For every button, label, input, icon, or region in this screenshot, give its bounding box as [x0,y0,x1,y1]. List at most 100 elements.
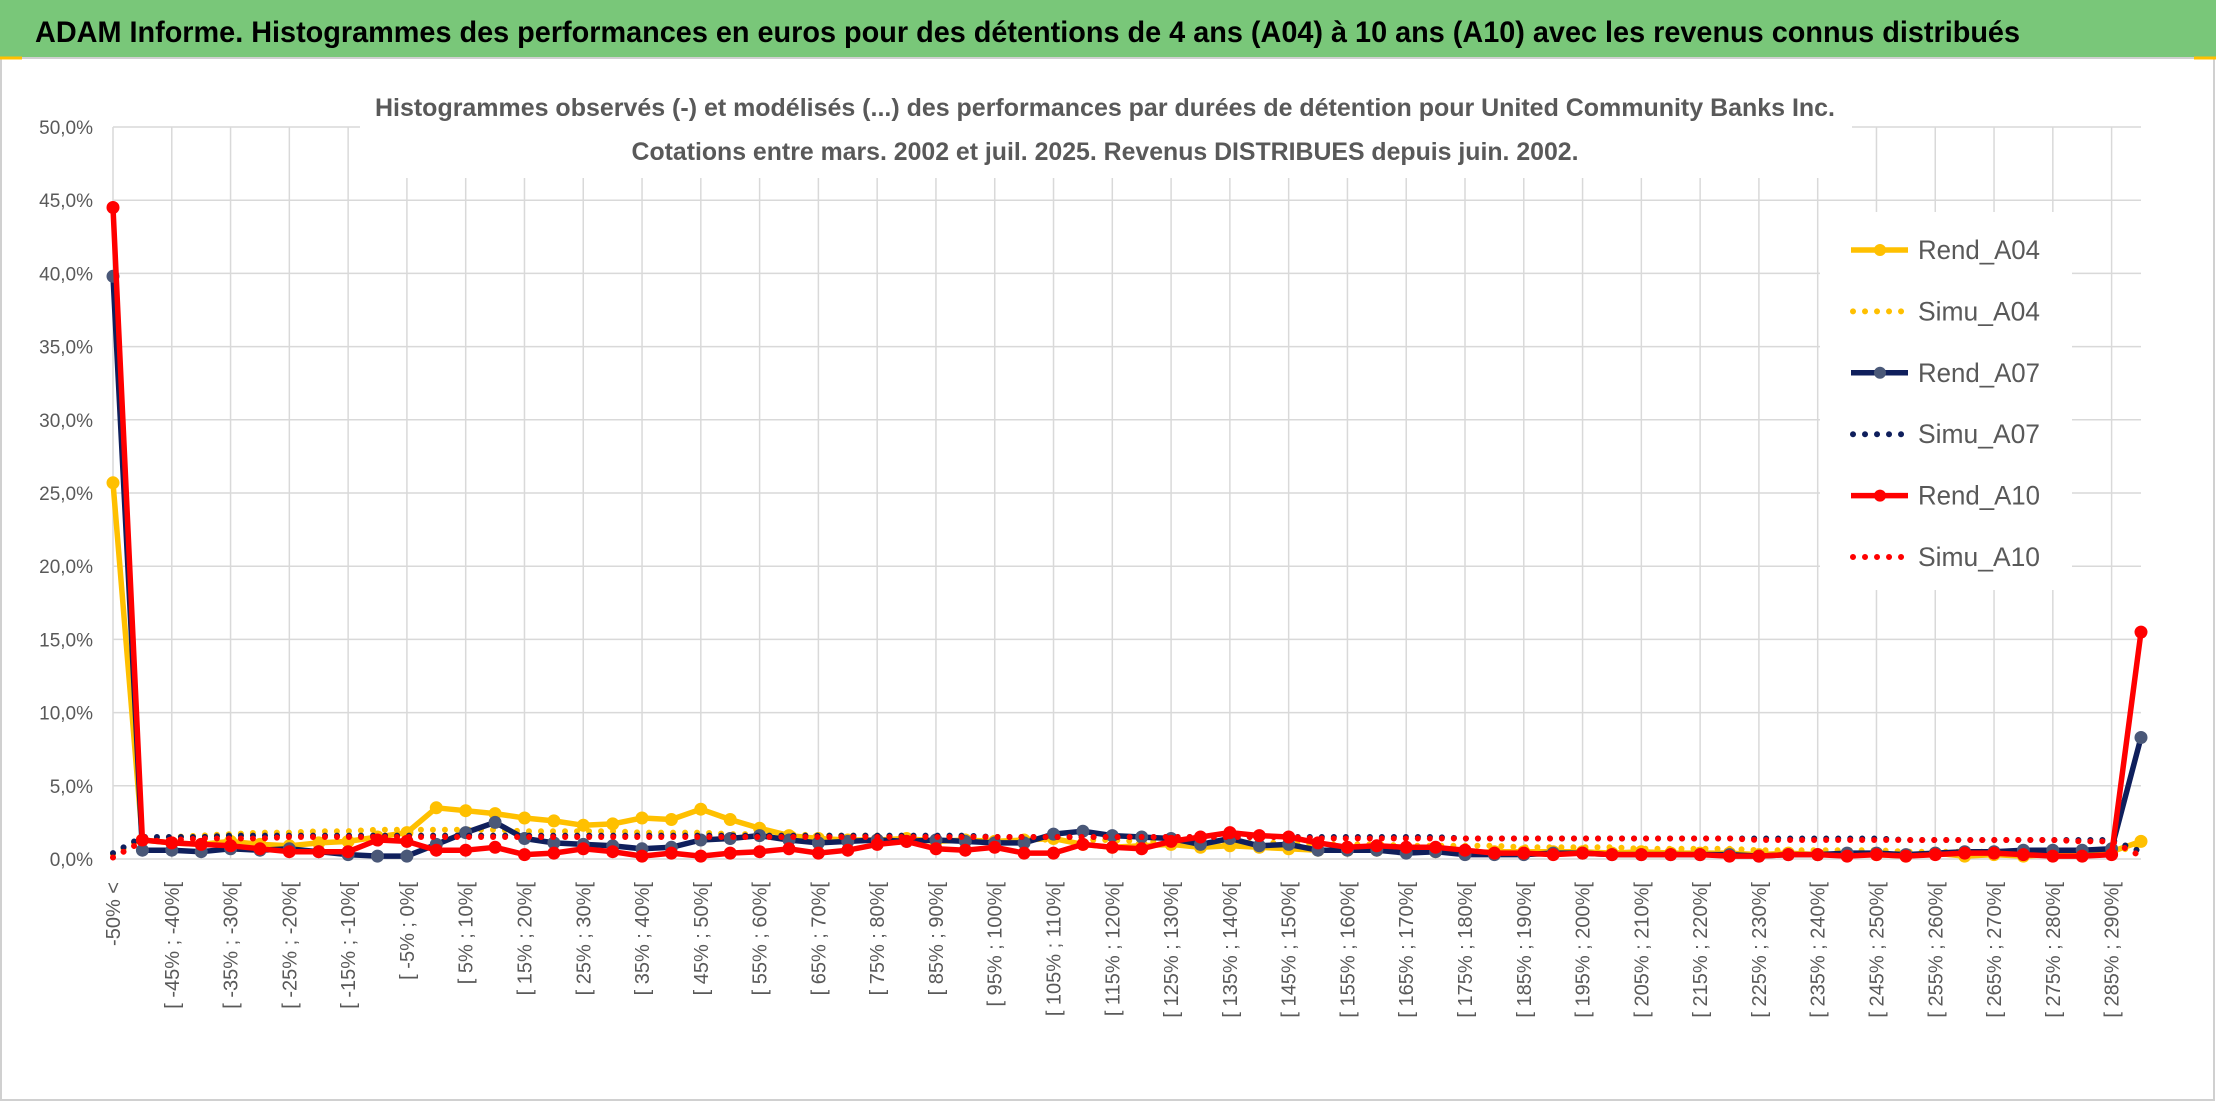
legend-label: Rend_A04 [1918,235,2040,265]
rend-a10-data-point [1576,846,1590,860]
legend-item-rend-a10: Rend_A10 [1851,481,2040,511]
rend-a10-data-point [1429,840,1443,854]
chart-subtitle: Cotations entre mars. 2002 et juil. 2025… [632,138,1579,166]
legend-marker [1874,366,1886,379]
rend-a10-data-point [341,845,355,859]
x-tick-label: [ 75% ; 80%[ [867,882,889,996]
rend-a10-data-point [253,842,267,856]
y-axis-labels: 0,0% 5,0% 10,0% 15,0% 20,0% 25,0% 30,0% 35,0% 40… [39,118,93,871]
rend-a10-data-point [1105,840,1119,854]
rend-a10-data-point [547,846,561,860]
rend-a10-data-point [2134,625,2148,639]
rend-a10-data-point [1135,842,1149,856]
chart-title-box: Histogrammes observés (-) et modélisés (… [360,82,1852,178]
x-tick-label: [ -15% ; -10%[ [338,882,360,1009]
rend-a04-data-point [429,801,443,815]
y-tick-label: 20,0% [39,557,93,578]
rend-a10-data-point [224,839,238,853]
rend-a10-data-point [753,845,767,859]
rend-a04-data-point [106,476,120,490]
x-tick-label: [ 25% ; 30%[ [573,882,595,996]
x-tick-label: [ 285% ; 290%[ [2102,882,2124,1018]
rend-a10-data-point [1752,849,1766,863]
rend-a10-data-point [958,843,972,857]
x-tick-label: [ 195% ; 200%[ [1573,882,1595,1018]
rend-a10-data-point [1517,846,1531,860]
rend-a10-data-point [1987,846,2001,860]
x-tick-label: [ 65% ; 70%[ [808,882,830,996]
rend-a10-data-point [1076,837,1090,851]
x-tick-label: [ 135% ; 140%[ [1220,882,1242,1018]
x-tick-label: [ -35% ; -30%[ [221,882,243,1009]
x-tick-label: [ 115% ; 120%[ [1102,882,1124,1017]
rend-a10-data-point [459,843,473,857]
x-tick-label: [ 175% ; 180%[ [1455,882,1477,1018]
rend-a10-data-point [723,846,737,860]
x-tick-label: [ 165% ; 170%[ [1396,882,1418,1018]
rend-a10-data-point [1605,848,1619,862]
chart-frame [0,57,2215,1101]
rend-a10-data-point [1017,846,1031,860]
rend-a10-data-point [635,849,649,863]
rend-a10-data-point [1899,849,1913,863]
x-tick-label: [ 225% ; 230%[ [1749,882,1771,1018]
x-tick-label: [ 15% ; 20%[ [514,882,536,996]
y-tick-label: 10,0% [39,704,93,725]
rend-a10-data-point [1870,848,1883,862]
rend-a10-data-point [576,842,590,856]
legend-label: Simu_A10 [1918,542,2040,572]
x-tick-label: [ -25% ; -20%[ [279,882,301,1009]
rend-a04-data-point [518,811,531,825]
rend-a10-data-point [429,843,443,857]
legend-label: Simu_A04 [1918,296,2040,326]
rend-a10-data-point [2105,848,2119,862]
x-tick-label: [ 95% ; 100%[ [985,882,1007,1007]
rend-a10-data-point [1664,848,1678,862]
rend-a10-data-point [1781,848,1795,862]
series-simu-a04 [110,826,2144,858]
rend-a10-data-point [312,845,326,859]
legend-label: Rend_A07 [1918,358,2040,388]
series-rend-a10 [106,201,2148,863]
legend-item-simu-a07: Simu_A07 [1850,419,2040,449]
rend-a04-data-point [635,811,649,825]
rend-a07-data-point [371,849,384,863]
x-tick-label: -50% < [103,882,125,946]
rend-a10-data-point [1928,848,1942,862]
rend-a10-data-point [2046,849,2060,863]
header-title: ADAM Informe. Histogrammes des performan… [35,16,2020,49]
chart-title: Histogrammes observés (-) et modélisés (… [375,94,1835,122]
rend-a10-data-point [1840,849,1854,863]
legend-label: Rend_A10 [1918,481,2040,511]
rend-a10-data-point [1340,840,1354,854]
x-tick-label: [ 205% ; 210%[ [1631,882,1653,1018]
rend-a04-data-point [459,804,473,818]
rend-a04-data-point [664,813,678,826]
rend-a04-data-point [694,802,708,816]
rend-a04-data-point [723,813,737,826]
y-tick-label: 40,0% [39,264,93,285]
header-background [0,0,2216,57]
y-tick-label: 35,0% [39,338,93,359]
chart-title-background [360,82,1852,178]
rend-a10-data-point [1370,839,1384,853]
x-tick-label: [ 45% ; 50%[ [691,882,713,996]
legend-item-simu-a04: Simu_A04 [1850,296,2040,326]
x-tick-label: [ 55% ; 60%[ [750,882,772,996]
rend-a07-data-point [488,815,502,829]
y-tick-label: 25,0% [39,484,93,505]
rend-a10-data-point [1723,849,1736,863]
x-tick-label: [ 255% ; 260%[ [1925,882,1947,1018]
rend-a10-data-point [811,846,825,860]
legend-item-simu-a10: Simu_A10 [1850,542,2040,572]
x-tick-label: [ 215% ; 220%[ [1690,882,1712,1018]
rend-a04-data-point [576,818,590,832]
simu-a10-line [110,834,2144,861]
y-tick-label: 0,0% [50,850,93,871]
rend-a10-data-point [782,842,796,856]
x-tick-label: [ 265% ; 270%[ [1984,882,2006,1018]
rend-a10-data-point [488,840,502,854]
rend-a07-data-point [2134,731,2148,744]
x-tick-label: [ 145% ; 150%[ [1279,882,1301,1018]
legend-item-rend-a04: Rend_A04 [1851,235,2040,265]
